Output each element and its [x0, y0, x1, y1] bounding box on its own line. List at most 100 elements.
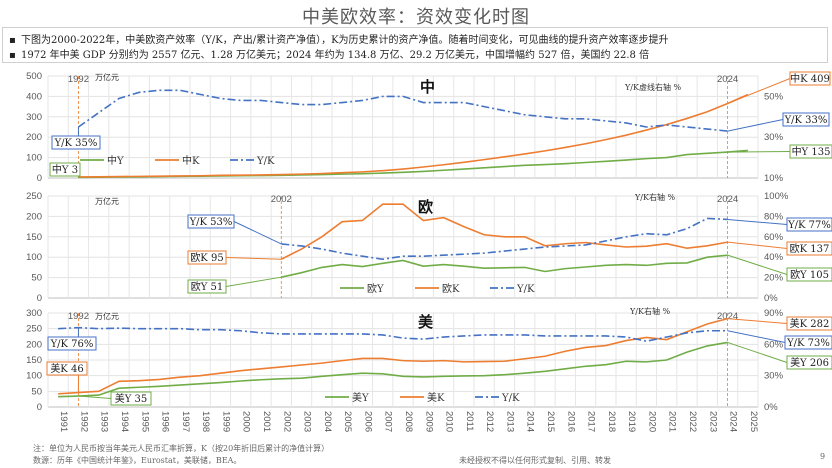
y2-tick-label: 50% — [764, 91, 784, 102]
y2-tick-label: 30% — [764, 371, 784, 382]
y2-tick-label: 60% — [764, 339, 784, 350]
callout-box — [786, 267, 832, 282]
year-marker-label: 1992 — [68, 74, 89, 85]
y2-tick-label: 100% — [764, 191, 789, 202]
year-marker-label: 2002 — [271, 194, 292, 205]
callout-label: 欧Y 105 — [790, 269, 829, 281]
bullet-marker: ▪ — [9, 35, 16, 46]
callout-label: Y/K 73% — [786, 338, 830, 349]
y-tick-label: 0 — [37, 402, 42, 413]
y-tick-label: 150 — [26, 355, 42, 366]
x-tick-label: 1999 — [220, 411, 231, 432]
callout-box — [110, 391, 152, 406]
x-tick-label: 1995 — [139, 411, 150, 432]
y-tick-label: 250 — [26, 191, 42, 202]
callout-leader — [225, 257, 282, 260]
series-line-YK — [77, 89, 728, 132]
x-tick-label: 2006 — [362, 411, 373, 432]
legend-label: Y/K — [256, 156, 275, 167]
callout-leader — [727, 218, 788, 225]
slide-title: 中美欧效率：资效变化时图 — [302, 7, 530, 28]
callout-label: 中K 409 — [790, 72, 830, 85]
callout-box — [786, 316, 832, 331]
series-line-YK — [281, 217, 728, 261]
y-tick-label: 300 — [26, 308, 42, 319]
chart-panel-中: 0 100 200 300 400 500 10% 30% 50% 1992 2024 万亿元 Y/K虚… — [26, 71, 832, 184]
y2-tick-label: 80% — [764, 211, 784, 222]
y2-tick-label: 40% — [764, 252, 784, 263]
x-tick-label: 2013 — [504, 411, 515, 432]
year-marker-label: 2024 — [717, 194, 738, 205]
y-tick-label: 100 — [26, 371, 42, 382]
y-tick-label: 100 — [26, 153, 42, 164]
callout-leader — [727, 78, 791, 105]
y2-tick-label: 10% — [764, 173, 784, 184]
callout-leader — [233, 221, 282, 245]
x-tick-label: 2014 — [525, 411, 536, 432]
left-axis-unit: 万亿元 — [95, 196, 119, 206]
callout-leader — [727, 254, 788, 275]
x-tick-label: 2022 — [687, 411, 698, 432]
legend-label: 美Y — [352, 391, 369, 404]
right-axis-title: Y/K虚线右轴 % — [624, 82, 681, 92]
legend-label: 中K — [182, 154, 200, 167]
y2-tick-label: 0% — [764, 293, 778, 304]
y-tick-label: 200 — [26, 132, 42, 143]
callout-box — [786, 241, 832, 256]
y-tick-label: 500 — [26, 71, 42, 82]
callout-leader — [727, 318, 788, 324]
year-marker-label: 1992 — [68, 311, 89, 322]
legend-label: 欧K — [442, 283, 460, 295]
y2-tick-label: 60% — [764, 232, 784, 243]
callout-leader — [727, 330, 786, 343]
y2-tick-label: 30% — [764, 132, 784, 143]
x-tick-label: 1992 — [78, 411, 89, 432]
legend-label: 欧Y — [367, 283, 384, 295]
region-label: 中 — [420, 78, 435, 96]
callout-box — [47, 336, 97, 351]
callout-label: 美Y 35 — [115, 392, 148, 405]
series-line-Y — [281, 254, 728, 278]
y-tick-label: 150 — [26, 232, 42, 243]
x-tick-label: 2010 — [444, 411, 455, 432]
y2-tick-label: 90% — [764, 308, 784, 319]
x-tick-label: 2021 — [667, 411, 678, 432]
callout-label: Y/K 33% — [784, 115, 828, 126]
bullet-marker: ▪ — [9, 50, 16, 61]
callout-label: 欧K 95 — [190, 252, 223, 264]
x-tick-label: 2011 — [464, 411, 475, 431]
y2-tick-label: 20% — [764, 273, 784, 284]
left-axis-unit: 万亿元 — [95, 72, 119, 82]
callout-label: Y/K 76% — [50, 339, 94, 350]
y-tick-label: 300 — [26, 112, 42, 123]
callout-label: Y/K 53% — [189, 217, 233, 228]
x-tick-label: 1993 — [99, 411, 110, 432]
callout-box — [786, 217, 832, 232]
x-tick-label: 2020 — [646, 411, 657, 432]
bullet-1: ▪ 下图为2000-2022年，中美欧资产效率（Y/K，产出/累计资产净值），K为… — [9, 31, 669, 46]
callout-box — [784, 335, 832, 350]
left-axis-unit: 万亿元 — [95, 311, 119, 321]
callout-label: 美K 282 — [790, 317, 830, 330]
y-tick-label: 400 — [26, 91, 42, 102]
series-line-Y — [58, 341, 728, 398]
x-tick-label: 2019 — [626, 411, 637, 432]
x-tick-label: 2015 — [545, 411, 556, 432]
callout-leader — [727, 119, 784, 132]
legend-label: Y/K — [501, 393, 520, 404]
series-line-K — [58, 317, 728, 395]
y-tick-label: 50 — [31, 273, 42, 284]
x-tick-label: 2024 — [728, 411, 739, 432]
y-tick-label: 200 — [26, 211, 42, 222]
right-axis-title: Y/K右轴 % — [629, 306, 670, 316]
x-tick-label: 1996 — [160, 411, 171, 432]
summary-box: ▪ 下图为2000-2022年，中美欧资产效率（Y/K，产出/累计资产净值），K为… — [2, 27, 828, 63]
x-tick-label: 2005 — [342, 411, 353, 432]
callout-box — [789, 144, 832, 159]
callout-box — [782, 112, 830, 127]
x-tick-label: 1994 — [119, 411, 130, 432]
callout-box — [187, 214, 235, 229]
x-tick-label: 1998 — [200, 411, 211, 432]
callout-leader — [225, 276, 282, 287]
callout-label: 中Y 3 — [52, 163, 78, 176]
